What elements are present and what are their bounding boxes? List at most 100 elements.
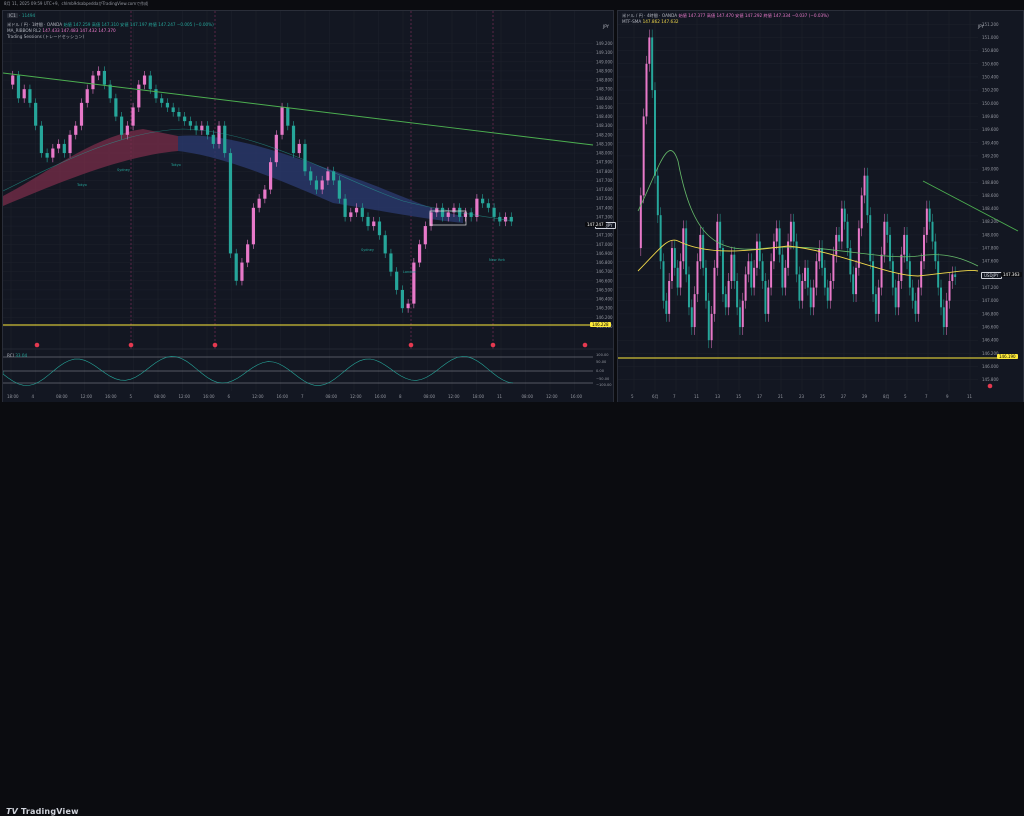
rci-label[interactable]: RCI: [7, 353, 14, 358]
price-tick: 149.400: [982, 140, 999, 145]
candle-body: [183, 116, 187, 122]
candle-body: [91, 75, 95, 90]
price-tick: 146.200: [596, 315, 613, 320]
price-tick: 148.600: [982, 193, 999, 198]
left-hline-value: 146.228: [590, 322, 611, 327]
sessions-label[interactable]: Trading Sessions (トレードセッション): [7, 34, 85, 39]
price-tick: 146.800: [596, 260, 613, 265]
candle-body: [925, 208, 928, 235]
sma-green: [637, 150, 979, 267]
session-label: Tokyo: [170, 163, 181, 167]
mtf-label[interactable]: MTF-SMA: [622, 19, 642, 24]
candle-body: [108, 84, 112, 99]
candle-body: [687, 274, 690, 308]
rci-legend: RCI 33.04: [7, 353, 27, 359]
left-chart-panel[interactable]: Tokyo Sydney Tokyo Sydney London New York 149…: [2, 10, 616, 404]
candle-body: [383, 235, 387, 254]
candle-body: [165, 102, 170, 108]
candle-body: [656, 175, 659, 216]
candle-body: [942, 307, 945, 328]
left-currency: JPY: [603, 24, 609, 29]
event-marker: [987, 383, 993, 389]
price-tick: 150.800: [982, 48, 999, 53]
price-tick: 147.900: [596, 160, 613, 165]
price-tick: 146.000: [982, 364, 999, 369]
time-tick: 08:00: [522, 394, 534, 399]
candle-body: [423, 226, 427, 245]
candle-body: [429, 212, 433, 227]
left-symbol[interactable]: 米ドル / 円 · 1時間 · OANDA: [7, 22, 63, 27]
candle-body: [693, 294, 696, 328]
candle-body: [849, 248, 852, 275]
time-tick: 16:00: [571, 394, 583, 399]
footer: 𝙏𝙑 TradingView: [0, 402, 1024, 816]
time-tick: 7: [301, 394, 304, 399]
price-tick: 148.300: [596, 123, 613, 128]
time-tick: 9: [946, 394, 949, 399]
candle-body: [645, 63, 648, 117]
right-symbol[interactable]: 米ドル / 円 · 4時間 · OANDA: [622, 13, 678, 18]
candle-body: [806, 267, 809, 288]
ribbon-label[interactable]: MA_RIBBON RL2: [7, 28, 42, 33]
candle-body: [840, 208, 843, 242]
candle-body: [877, 287, 880, 314]
candle-body: [648, 37, 651, 64]
candle-body: [696, 261, 699, 295]
candle-body: [750, 261, 753, 288]
candle-body: [908, 261, 911, 288]
candle-body: [690, 307, 693, 328]
right-chart-panel[interactable]: 151.200 151.000 150.800 150.600 150.400 150.2…: [617, 10, 1024, 404]
candle-body: [670, 248, 673, 281]
right-grid: [618, 11, 978, 391]
event-marker: [582, 342, 588, 348]
candle-body: [863, 175, 866, 196]
tradingview-logo[interactable]: 𝙏𝙑 TradingView: [6, 807, 79, 816]
time-tick: 8: [399, 394, 402, 399]
left-chart-svg[interactable]: Tokyo Sydney Tokyo Sydney London New York 149…: [2, 11, 613, 403]
event-marker: [34, 342, 40, 348]
candle-body: [246, 244, 250, 263]
candle-body: [928, 208, 931, 222]
candle-body: [446, 212, 450, 217]
candle-body: [389, 253, 393, 272]
candle-body: [39, 125, 43, 154]
candle-body: [234, 253, 238, 281]
right-chart-svg[interactable]: 151.200 151.000 150.800 150.600 150.400 150.2…: [618, 11, 1023, 403]
time-tick: 08:00: [326, 394, 338, 399]
price-tick: 146.600: [982, 325, 999, 330]
right-hline-value: 146.190: [997, 354, 1018, 359]
right-price-value: 147.363: [1001, 272, 1022, 277]
candle-body: [716, 221, 719, 268]
rci-tick: 100.00: [596, 353, 609, 357]
candle-body: [142, 75, 147, 85]
candle-body: [337, 180, 341, 199]
ribbon-blue: [178, 135, 463, 223]
candle-body: [761, 261, 764, 281]
candle-body: [653, 90, 656, 176]
candle-body: [326, 171, 330, 181]
left-price-value: 147.247: [585, 222, 606, 227]
time-tick: 08:00: [424, 394, 436, 399]
price-tick: 150.000: [982, 101, 999, 106]
price-tick: 148.400: [982, 206, 999, 211]
price-tick: 149.000: [596, 59, 613, 64]
mode-value: · 11494: [19, 13, 36, 18]
right-price-axis: 151.200 151.000 150.800 150.600 150.400 150.2…: [982, 22, 999, 382]
time-tick: 17: [757, 394, 763, 399]
ma-line: [2, 128, 514, 222]
time-tick: 27: [841, 394, 847, 399]
price-tick: 149.200: [982, 153, 999, 158]
trend-line: [922, 180, 1019, 232]
mode-badge[interactable]: IC1: [7, 13, 18, 18]
range-box: [429, 210, 467, 226]
event-marker: [408, 342, 414, 348]
candle-body: [954, 274, 957, 278]
time-tick: 8月: [883, 394, 890, 399]
event-marker: [212, 342, 218, 348]
candle-body: [787, 241, 790, 268]
candle-body: [651, 37, 654, 91]
time-tick: 7: [925, 394, 928, 399]
candle-body: [702, 234, 705, 268]
candle-body: [332, 171, 336, 181]
left-candles: Tokyo Sydney Tokyo Sydney London New York: [11, 66, 513, 313]
